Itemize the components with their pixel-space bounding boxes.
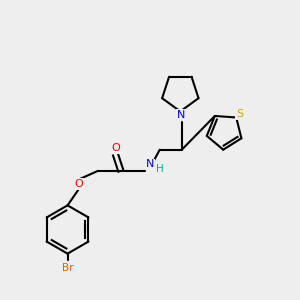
Text: H: H [156, 164, 164, 174]
Text: O: O [111, 143, 120, 153]
Text: S: S [236, 109, 243, 119]
Text: N: N [146, 159, 154, 170]
Text: O: O [74, 179, 83, 189]
Text: N: N [177, 110, 185, 120]
Text: Br: Br [62, 263, 73, 273]
